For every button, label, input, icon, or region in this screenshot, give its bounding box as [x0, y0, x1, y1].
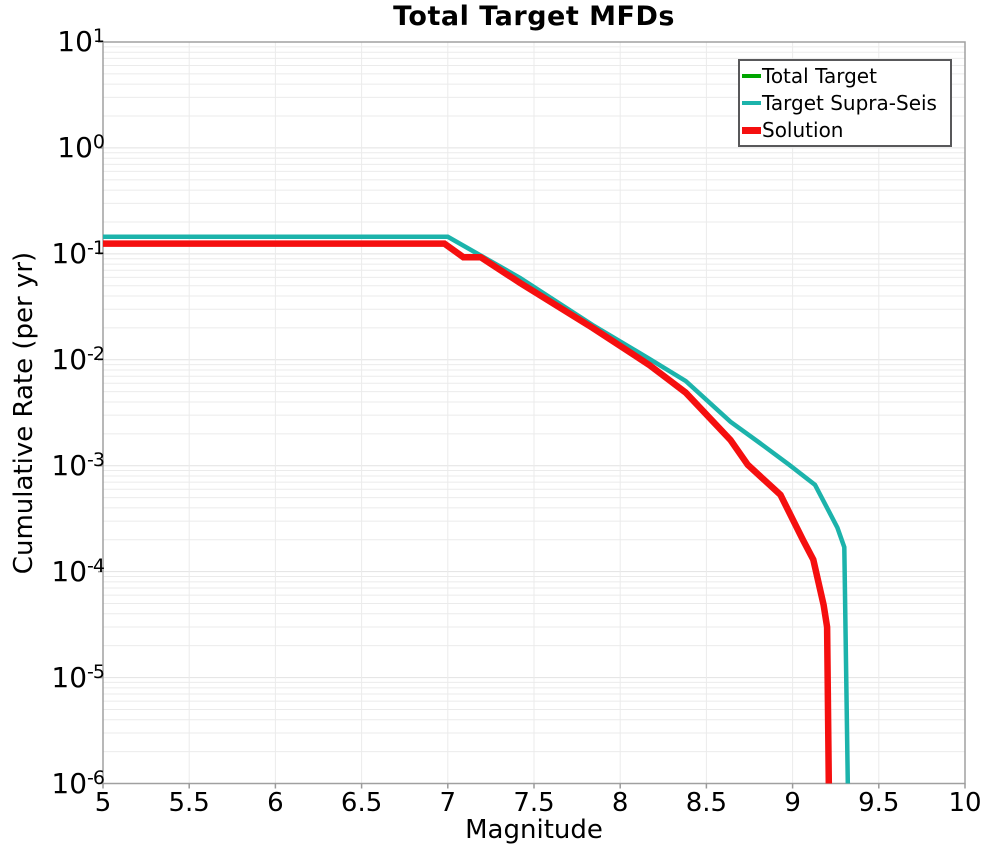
series-line-solution: [103, 240, 833, 784]
y-tick-label: 10-2: [51, 342, 105, 376]
x-axis-label: Magnitude: [465, 815, 603, 845]
x-tick-label: 8: [611, 788, 629, 818]
series-line-target-supra-seis: [103, 234, 851, 784]
x-tick-label: 6.5: [340, 788, 383, 818]
x-tick-label: 5.5: [168, 788, 210, 818]
x-tick-label: 7.5: [513, 788, 555, 818]
target-supra-seis-line-swatch: [742, 101, 761, 105]
x-tick-label: 7: [439, 788, 457, 818]
chart-title: Total Target MFDs: [393, 1, 675, 32]
y-tick-label: 10-5: [51, 660, 105, 694]
y-tick-label: 10-4: [51, 554, 105, 588]
y-tick-label: 10-3: [51, 448, 105, 482]
y-tick-label: 101: [57, 25, 105, 58]
solution-line-swatch: [742, 126, 761, 134]
x-tick-label: 9.5: [858, 788, 900, 818]
y-axis-label: Cumulative Rate (per yr): [9, 251, 39, 575]
legend-item-label: Target Supra-Seis: [762, 91, 937, 115]
y-tick-label: 10-1: [51, 236, 105, 270]
legend: Total Target Target Supra-Seis Solution: [738, 59, 952, 147]
x-tick-label: 8.5: [685, 788, 728, 818]
x-tick-label: 9: [784, 788, 801, 818]
total-target-line-swatch: [742, 74, 761, 78]
legend-item-label: Solution: [762, 118, 844, 142]
legend-item-label: Total Target: [762, 64, 877, 88]
y-tick-label: 100: [57, 130, 105, 164]
x-tick-label: 5: [94, 788, 112, 818]
x-tick-label: 10: [948, 788, 982, 818]
legend-item-solution: Solution: [742, 117, 948, 143]
x-tick-label: 6: [267, 788, 284, 818]
legend-item-total-target: Total Target: [742, 63, 948, 89]
y-tick-label: 10-6: [51, 766, 105, 800]
legend-item-target-supra-seis: Target Supra-Seis: [742, 90, 948, 116]
